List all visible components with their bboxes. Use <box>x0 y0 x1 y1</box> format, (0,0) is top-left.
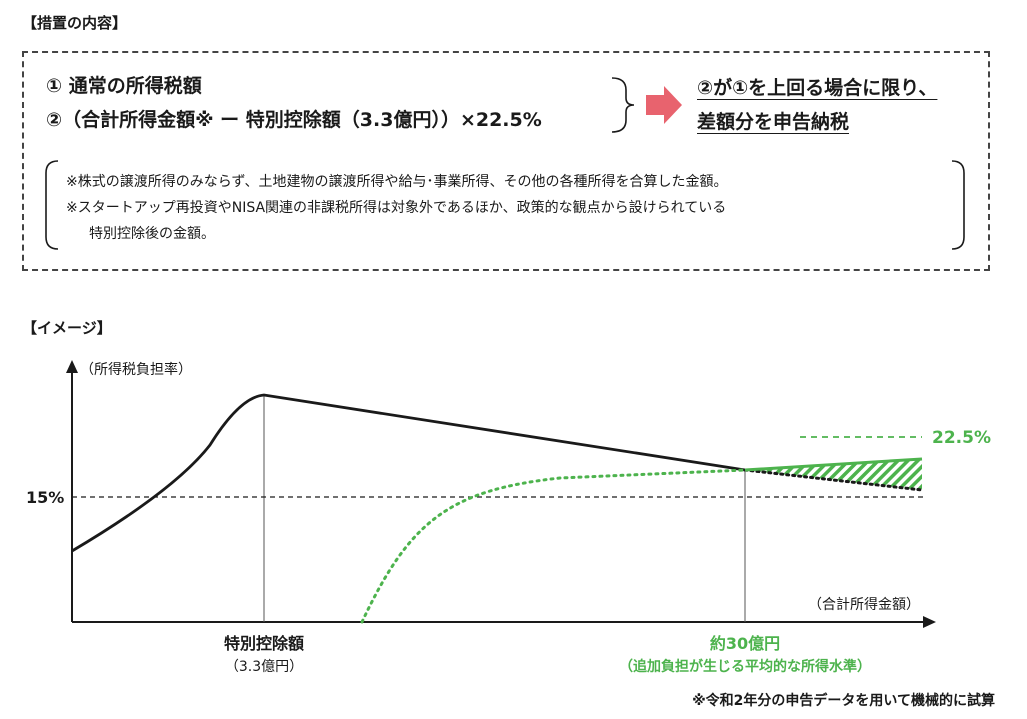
formula-line-2: ②（合計所得金額※ ー 特別控除額（3.3億円））×22.5% <box>46 109 542 131</box>
y-axis-arrow-icon <box>66 360 78 373</box>
series-normal-tax-line <box>71 393 746 553</box>
marker-label-special-deduction: 特別控除額 <box>224 634 304 653</box>
note-brackets <box>45 160 965 250</box>
footnote: ※令和2年分の申告データを用いて機械的に試算 <box>692 693 995 709</box>
series-special-tax-upper-line <box>744 457 923 472</box>
x-axis-arrow-icon <box>923 616 936 628</box>
note-bracket-right <box>951 160 965 250</box>
curly-brace <box>611 77 635 133</box>
section-heading-measures: 【措置の内容】 <box>22 14 128 32</box>
additional-burden-area <box>745 459 922 490</box>
normal-tax-continuation <box>743 468 924 492</box>
marker-label-30oku: 約30億円 <box>710 634 780 653</box>
reference-label-22-5: 22.5% <box>932 428 991 448</box>
result-line-1: ②が①を上回る場合に限り、 <box>697 77 938 99</box>
marker-sublabel-30oku: （追加負担が生じる平均的な所得水準） <box>619 658 871 675</box>
note-line-2: ※スタートアップ再投資やNISA関連の非課税所得は対象外であるほか、政策的な観点… <box>66 200 727 216</box>
y-tick-label-15: 15% <box>26 488 64 507</box>
note-line-1: ※株式の譲渡所得のみならず、土地建物の譲渡所得や給与･事業所得、その他の各種所得… <box>66 174 728 190</box>
section-heading-image: 【イメージ】 <box>22 319 112 337</box>
series-special-tax-line <box>360 468 747 624</box>
measures-box <box>22 51 990 271</box>
brace-and-arrow <box>611 77 682 133</box>
x-axis-label: （合計所得金額） <box>808 596 920 613</box>
result-line-2: 差額分を申告納税 <box>697 111 850 133</box>
marker-sublabel-special-deduction: （3.3億円） <box>225 659 303 675</box>
note-line-3: 特別控除後の金額。 <box>89 226 215 242</box>
y-axis-label: （所得税負担率） <box>80 361 192 378</box>
note-bracket-left <box>45 160 59 250</box>
right-arrow-icon <box>646 86 682 124</box>
formula-line-1: ① 通常の所得税額 <box>46 75 202 97</box>
